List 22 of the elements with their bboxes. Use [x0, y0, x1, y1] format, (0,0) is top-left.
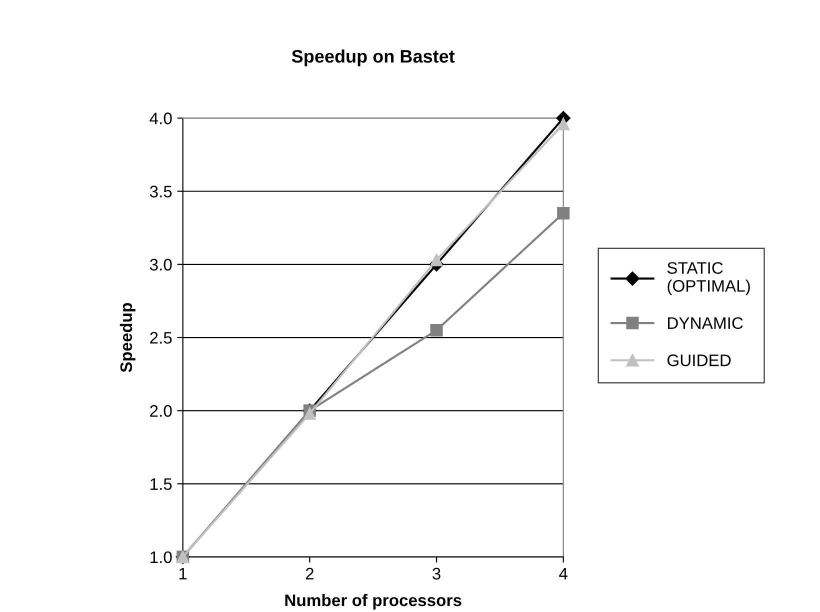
- y-tick-label: 3.0: [150, 258, 172, 271]
- y-tick-label: 1.5: [150, 478, 172, 490]
- x-tick-label: 3: [432, 568, 440, 580]
- y-axis-title: Speedup: [120, 303, 136, 372]
- point: [430, 254, 443, 266]
- y-tick-label: 4.0: [150, 112, 172, 124]
- point: [430, 324, 443, 336]
- y-tick-label: 3.5: [150, 186, 172, 198]
- x-tick-label: 2: [306, 568, 314, 580]
- legend-label: GUIDED: [667, 354, 731, 366]
- point: [557, 206, 570, 220]
- x-tick-label: 1: [179, 568, 187, 580]
- y-tick-label: 1.0: [150, 551, 172, 564]
- point: [557, 118, 570, 130]
- x-axis-title: Number of processors: [285, 594, 462, 610]
- legend-label: STATIC (OPTIMAL): [667, 262, 750, 296]
- point: [303, 407, 316, 420]
- x-tick-label: 4: [559, 568, 568, 580]
- y-tick-label: 2.5: [150, 332, 172, 344]
- chart-title: Speedup on Bastet: [292, 49, 455, 66]
- y-tick-label: 2.0: [150, 405, 172, 417]
- legend-label: DYNAMIC: [668, 317, 743, 330]
